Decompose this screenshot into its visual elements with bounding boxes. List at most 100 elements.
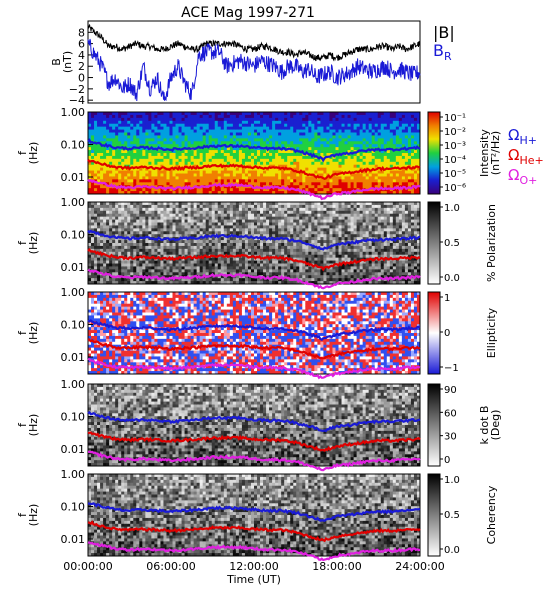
spectrogram-cell — [260, 117, 264, 122]
spectrogram-cell — [109, 112, 113, 116]
spectrogram-cell — [371, 182, 376, 186]
spectrogram-cell — [175, 144, 179, 148]
spectrogram-cell — [181, 213, 185, 218]
spectrogram-cell — [335, 185, 339, 189]
spectrogram-cell — [154, 167, 158, 171]
spectrogram-cell — [338, 123, 342, 128]
spectrogram-cell — [272, 219, 276, 223]
spectrogram-panel — [88, 202, 421, 285]
spectrogram-cell — [275, 216, 279, 220]
spectrogram-cell — [359, 158, 364, 163]
spectrogram-cell — [407, 120, 412, 125]
spectrogram-cell — [205, 222, 210, 226]
spectrogram-cell — [178, 248, 182, 253]
spectrogram-cell — [109, 123, 113, 128]
spectrogram-cell — [148, 219, 152, 223]
spectrogram-cell — [202, 123, 207, 128]
spectrogram-cell — [133, 188, 137, 192]
spectrogram-cell — [290, 161, 294, 166]
spectrogram-cell — [281, 269, 285, 273]
series-line-br — [87, 38, 421, 102]
spectrogram-cell — [163, 219, 167, 223]
spectrogram-cell — [103, 202, 107, 206]
spectrogram-cell — [314, 161, 318, 166]
spectrogram-cell — [332, 126, 336, 130]
spectrogram-cell — [142, 114, 146, 119]
spectrogram-cell — [169, 225, 173, 229]
spectrogram-cell — [127, 263, 131, 267]
spectrogram-cell — [202, 219, 207, 223]
spectrogram-cell — [124, 213, 128, 218]
spectrogram-cell — [172, 251, 176, 256]
spectrogram-cell — [154, 219, 158, 223]
spectrogram-cell — [359, 120, 364, 125]
spectrogram-cell — [214, 251, 219, 256]
spectrogram-cell — [112, 182, 116, 186]
spectrogram-cell — [238, 114, 243, 119]
spectrogram-cell — [154, 126, 158, 130]
spectrogram-cell — [214, 240, 219, 244]
spectrogram-cell — [166, 231, 170, 235]
spectrogram-cell — [97, 120, 101, 125]
spectrogram-cell — [214, 153, 219, 157]
spectrogram-cell — [238, 222, 243, 226]
spectrogram-cell — [175, 123, 179, 128]
spectrogram-cell — [401, 138, 406, 142]
spectrogram-cell — [392, 147, 397, 151]
spectrogram-cell — [383, 114, 388, 119]
spectrogram-cell — [272, 204, 276, 209]
spectrogram-cell — [302, 182, 306, 186]
spectrogram-cell — [392, 129, 397, 133]
spectrogram-cell — [266, 231, 270, 235]
spectrogram-cell — [142, 135, 146, 139]
spectrogram-cell — [103, 150, 107, 154]
spectrogram-cell — [305, 158, 309, 163]
spectrogram-cell — [199, 123, 204, 128]
spectrogram-cell — [133, 260, 137, 264]
spectrogram-cell — [187, 213, 192, 218]
spectrogram-cell — [94, 150, 98, 154]
spectrogram-cell — [244, 222, 249, 226]
spectrogram-cell — [199, 153, 204, 157]
spectrogram-cell — [148, 170, 152, 174]
spectrogram-cell — [305, 170, 309, 174]
spectrogram-cell — [335, 123, 339, 128]
spectrogram-cell — [181, 266, 185, 270]
spectrogram-cell — [142, 138, 146, 142]
spectrogram-cell — [130, 231, 134, 235]
spectrogram-cell — [91, 112, 95, 116]
spectrogram-cell — [151, 243, 155, 247]
spectrogram-cell — [229, 167, 234, 171]
spectrogram-cell — [118, 219, 122, 223]
spectrogram-cell — [278, 225, 282, 229]
spectrogram-cell — [103, 135, 107, 139]
spectrogram-cell — [220, 185, 225, 189]
spectrogram-cell — [383, 185, 388, 189]
spectrogram-cell — [244, 243, 249, 247]
spectrogram-cell — [407, 135, 412, 139]
spectrogram-cell — [241, 248, 246, 253]
spectrogram-cell — [220, 161, 225, 166]
spectrogram-cell — [175, 272, 179, 276]
spectrogram-cell — [247, 257, 252, 261]
spectrogram-cell — [211, 126, 216, 130]
spectrogram-cell — [91, 266, 95, 270]
spectrogram-cell — [109, 248, 113, 253]
spectrogram-cell — [130, 182, 134, 186]
spectrogram-cell — [142, 263, 146, 267]
spectrogram-cell — [145, 204, 149, 209]
spectrogram-cell — [163, 155, 167, 160]
spectrogram-cell — [160, 179, 164, 183]
spectrogram-cell — [302, 173, 306, 177]
spectrogram-cell — [266, 272, 270, 276]
spectrogram-cell — [317, 129, 321, 133]
spectrogram-cell — [199, 182, 204, 186]
spectrogram-cell — [88, 237, 92, 241]
spectrogram-cell — [130, 176, 134, 180]
spectrogram-cell — [269, 112, 273, 116]
spectrogram-cell — [115, 281, 119, 285]
spectrogram-cell — [407, 112, 412, 116]
spectrogram-cell — [226, 231, 231, 235]
spectrogram-cell — [389, 129, 394, 133]
spectrogram-cell — [88, 240, 92, 244]
